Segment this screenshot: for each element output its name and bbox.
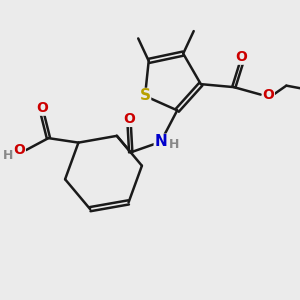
Text: O: O: [236, 50, 247, 64]
Text: O: O: [14, 143, 25, 157]
Text: H: H: [3, 149, 14, 162]
Text: H: H: [169, 138, 179, 151]
Text: O: O: [262, 88, 274, 102]
Text: S: S: [140, 88, 151, 104]
Text: O: O: [37, 101, 48, 115]
Text: O: O: [123, 112, 135, 126]
Text: N: N: [154, 134, 167, 149]
